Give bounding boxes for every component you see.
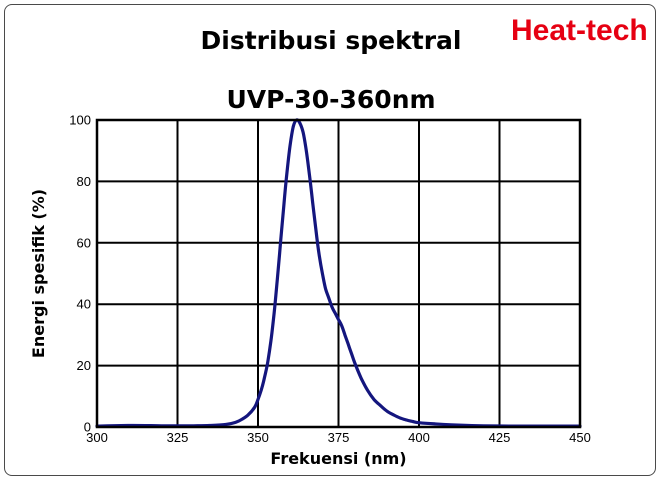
series-line [95,118,582,428]
x-axis-label: Frekuensi (nm) [270,449,406,468]
brand-logo: Heat-tech [511,14,648,47]
chart-frame [4,4,656,476]
y-tick-label: 40 [77,297,91,312]
x-tick-label: 300 [86,430,108,445]
y-tick-label: 0 [84,420,91,435]
x-tick-label: 450 [569,430,591,445]
y-tick-label: 80 [77,174,91,189]
y-tick-label: 60 [77,235,91,250]
x-tick-label: 325 [167,430,189,445]
y-tick-label: 100 [69,113,91,128]
chart-title: Distribusi spektral [200,26,462,55]
grid [96,119,581,428]
x-tick-label: 375 [328,430,350,445]
x-tick-label: 400 [408,430,430,445]
plot-border [95,118,582,429]
x-tick-label: 350 [247,430,269,445]
x-tick-label: 425 [489,430,511,445]
tick-labels: 300 325 350 375 400 425 450 0 20 40 60 80 100 [69,113,591,446]
y-tick-label: 20 [77,358,91,373]
y-axis-label: Energi spesifik (%) [29,189,48,358]
chart-subtitle: UVP-30-360nm [226,85,436,114]
